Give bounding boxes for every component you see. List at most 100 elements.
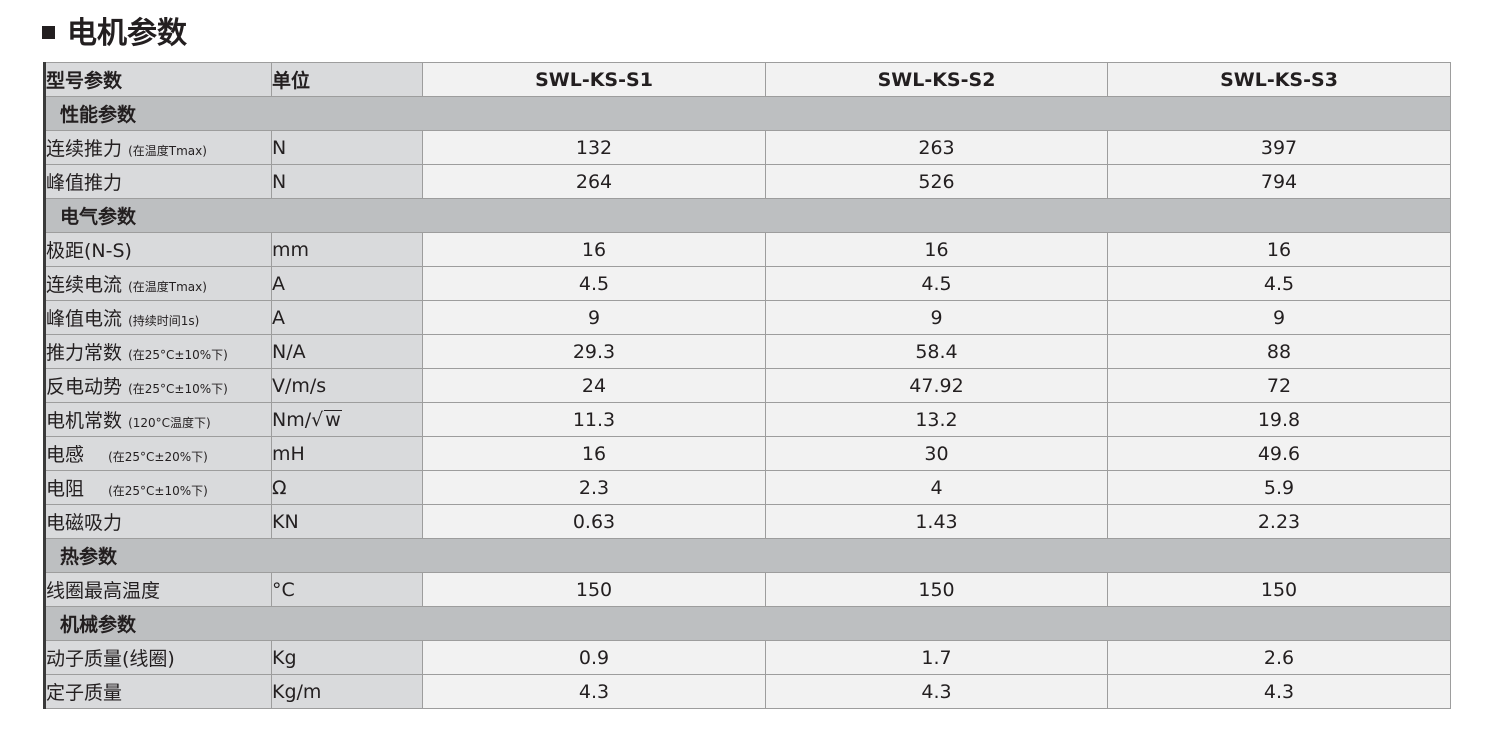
unit-text: KN (272, 510, 299, 533)
value-cell-s2: 4 (765, 470, 1108, 505)
param-name-cell: 电机常数 (120°C温度下) (44, 402, 272, 437)
value-cell-s3: 4.5 (1107, 266, 1451, 301)
unit-cell: N/A (271, 334, 423, 369)
value-cell-s2: 263 (765, 130, 1108, 165)
param-condition-note: (持续时间1s) (128, 314, 200, 328)
unit-cell: Kg/m (271, 674, 423, 709)
value-cell-s3: 2.6 (1107, 640, 1451, 675)
value-cell-s1: 2.3 (422, 470, 766, 505)
unit-text: A (272, 272, 286, 295)
value-cell-s3: 72 (1107, 368, 1451, 403)
value-cell-s1: 29.3 (422, 334, 766, 369)
value-cell-s1: 150 (422, 572, 766, 607)
unit-cell: N (271, 130, 423, 165)
param-name-cell: 动子质量(线圈) (44, 640, 272, 675)
table-row: 电感 (在25°C±20%下) mH 16 30 49.6 (44, 436, 1451, 471)
table-row: 电机常数 (120°C温度下) Nm/√ w 11.3 13.2 19.8 (44, 402, 1451, 437)
table-row: 动子质量(线圈) Kg 0.9 1.7 2.6 (44, 640, 1451, 675)
param-name: 峰值推力 (46, 172, 123, 194)
value-cell-s3: 49.6 (1107, 436, 1451, 471)
value-cell-s3: 16 (1107, 232, 1451, 267)
page-title: 电机参数 (42, 10, 187, 51)
value-cell-s2: 526 (765, 164, 1108, 199)
section-header-row: 电气参数 (44, 198, 1451, 233)
section-title: 性能参数 (44, 96, 1451, 131)
unit-cell: A (271, 300, 423, 335)
param-condition-note: (在25°C±20%下) (108, 450, 208, 464)
section-header-row: 性能参数 (44, 96, 1451, 131)
param-name-cell: 连续推力 (在温度Tmax) (44, 130, 272, 165)
value-cell-s3: 5.9 (1107, 470, 1451, 505)
value-cell-s3: 794 (1107, 164, 1451, 199)
unit-text: N (272, 136, 287, 159)
table-row: 反电动势 (在25°C±10%下) V/m/s 24 47.92 72 (44, 368, 1451, 403)
table-row: 峰值电流 (持续时间1s) A 9 9 9 (44, 300, 1451, 335)
unit-cell: N (271, 164, 423, 199)
value-cell-s1: 4.5 (422, 266, 766, 301)
param-name: 连续推力 (46, 138, 123, 160)
unit-cell: Kg (271, 640, 423, 675)
section-header-row: 机械参数 (44, 606, 1451, 641)
param-name: 电磁吸力 (46, 512, 123, 534)
unit-sqrt-text: w (324, 408, 342, 431)
value-cell-s1: 16 (422, 232, 766, 267)
header-unit: 单位 (271, 62, 423, 97)
unit-text: Kg (272, 646, 297, 669)
param-condition-note: (在25°C±10%下) (108, 484, 208, 498)
param-condition-note: (在25°C±10%下) (128, 382, 228, 396)
table-row: 定子质量 Kg/m 4.3 4.3 4.3 (44, 674, 1451, 709)
param-name-cell: 电阻 (在25°C±10%下) (44, 470, 272, 505)
param-name: 峰值电流 (46, 308, 123, 330)
section-title: 电气参数 (44, 198, 1451, 233)
unit-text: Ω (272, 476, 287, 499)
unit-cell: A (271, 266, 423, 301)
section-title: 机械参数 (44, 606, 1451, 641)
table-header-row: 型号参数 单位 SWL-KS-S1 SWL-KS-S2 SWL-KS-S3 (44, 62, 1451, 97)
param-name: 定子质量 (46, 682, 123, 704)
unit-text: Nm/ (272, 408, 312, 431)
unit-text: N (272, 170, 287, 193)
param-name-cell: 定子质量 (44, 674, 272, 709)
value-cell-s1: 16 (422, 436, 766, 471)
param-condition-note: (在25°C±10%下) (128, 348, 228, 362)
value-cell-s3: 2.23 (1107, 504, 1451, 539)
value-cell-s2: 47.92 (765, 368, 1108, 403)
value-cell-s2: 9 (765, 300, 1108, 335)
value-cell-s2: 4.3 (765, 674, 1108, 709)
table-row: 推力常数 (在25°C±10%下) N/A 29.3 58.4 88 (44, 334, 1451, 369)
unit-text: V/m/s (272, 374, 327, 397)
table-row: 电磁吸力 KN 0.63 1.43 2.23 (44, 504, 1451, 539)
table-row: 电阻 (在25°C±10%下) Ω 2.3 4 5.9 (44, 470, 1451, 505)
param-name: 连续电流 (46, 274, 123, 296)
unit-text: A (272, 306, 286, 329)
param-name-cell: 推力常数 (在25°C±10%下) (44, 334, 272, 369)
param-name-cell: 峰值推力 (44, 164, 272, 199)
value-cell-s3: 9 (1107, 300, 1451, 335)
table-row: 连续电流 (在温度Tmax) A 4.5 4.5 4.5 (44, 266, 1451, 301)
value-cell-s3: 19.8 (1107, 402, 1451, 437)
unit-cell: mH (271, 436, 423, 471)
value-cell-s2: 58.4 (765, 334, 1108, 369)
value-cell-s2: 4.5 (765, 266, 1108, 301)
unit-text: N/A (272, 340, 306, 363)
param-name: 电感 (46, 444, 85, 466)
param-name-cell: 极距(N-S) (44, 232, 272, 267)
param-name: 反电动势 (46, 376, 123, 398)
unit-cell: °C (271, 572, 423, 607)
value-cell-s1: 132 (422, 130, 766, 165)
value-cell-s2: 1.7 (765, 640, 1108, 675)
value-cell-s2: 30 (765, 436, 1108, 471)
unit-cell: mm (271, 232, 423, 267)
square-root-icon: √ (311, 408, 324, 431)
param-name: 电阻 (46, 478, 85, 500)
section-title: 热参数 (44, 538, 1451, 573)
page-title-text: 电机参数 (67, 16, 187, 51)
value-cell-s1: 0.9 (422, 640, 766, 675)
param-name-cell: 峰值电流 (持续时间1s) (44, 300, 272, 335)
header-model-s3: SWL-KS-S3 (1107, 62, 1451, 97)
param-name: 极距(N-S) (46, 240, 132, 262)
value-cell-s1: 11.3 (422, 402, 766, 437)
unit-text: mH (272, 442, 305, 465)
param-name-cell: 线圈最高温度 (44, 572, 272, 607)
value-cell-s1: 4.3 (422, 674, 766, 709)
